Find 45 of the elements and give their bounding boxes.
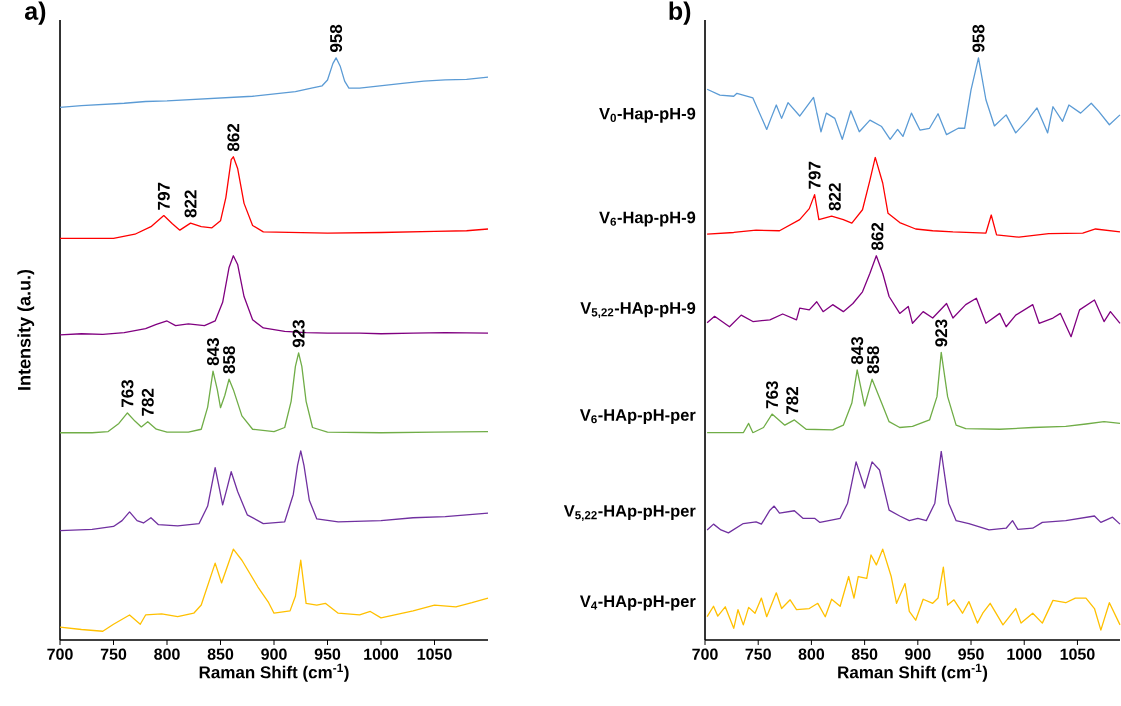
chart-title: a): [24, 1, 46, 25]
annotation: 862: [227, 123, 240, 152]
annotation: 862: [871, 222, 884, 251]
annotation: 923: [292, 320, 305, 348]
x-tick-label: 800: [154, 648, 180, 660]
annotation: 763: [121, 380, 134, 408]
annotation: 763: [766, 381, 779, 409]
x-tick-label: 850: [207, 648, 234, 660]
series-label: V$_{0}$-Hap-pH-9: [599, 107, 696, 123]
x-tick-label: 700: [692, 648, 718, 660]
x-axis-title: Raman Shift (cm$^{-1}$): [199, 663, 349, 682]
x-tick-label: 700: [47, 648, 73, 660]
x-tick-label: 1000: [364, 648, 399, 660]
x-tick-label: 1050: [1060, 648, 1095, 660]
x-tick-label: 950: [958, 648, 984, 660]
series-label: V$_{4}$-HAp-pH-per: [579, 595, 696, 611]
chart-title: b): [669, 1, 691, 25]
annotation: 843: [851, 336, 864, 365]
x-axis-title: Raman Shift (cm$^{-1}$): [838, 663, 988, 682]
x-tick-label: 800: [798, 648, 825, 660]
annotation: 822: [184, 190, 197, 218]
annotation: 822: [828, 183, 841, 211]
x-tick-label: 900: [261, 648, 287, 660]
annotation: 923: [935, 319, 948, 347]
series-label: V$_{5,22}$-HAp-pH-9: [580, 302, 696, 319]
annotation: 858: [867, 346, 880, 374]
series-label: V$_{6}$-Hap-pH-9: [599, 211, 696, 227]
annotation: 958: [330, 24, 343, 53]
annotation: 797: [157, 182, 170, 210]
y-axis-title: Intensity (a.u.): [17, 269, 35, 390]
x-tick-label: 900: [905, 648, 931, 660]
annotation: 797: [808, 161, 821, 189]
x-tick-label: 1050: [417, 648, 452, 660]
x-tick-label: 1000: [1007, 648, 1042, 660]
annotation: 782: [141, 388, 154, 416]
x-tick-label: 750: [745, 648, 771, 660]
x-tick-label: 850: [851, 648, 878, 660]
series-label: V$_{6}$-HAp-pH-per: [579, 409, 696, 425]
annotation: 958: [972, 24, 985, 53]
series-label: V$_{5,22}$-HAp-pH-per: [563, 505, 696, 521]
x-tick-label: 950: [314, 648, 341, 660]
annotation: 782: [786, 387, 799, 414]
annotation: 858: [223, 346, 236, 374]
x-tick-label: 750: [100, 648, 127, 660]
annotation: 843: [206, 338, 220, 366]
